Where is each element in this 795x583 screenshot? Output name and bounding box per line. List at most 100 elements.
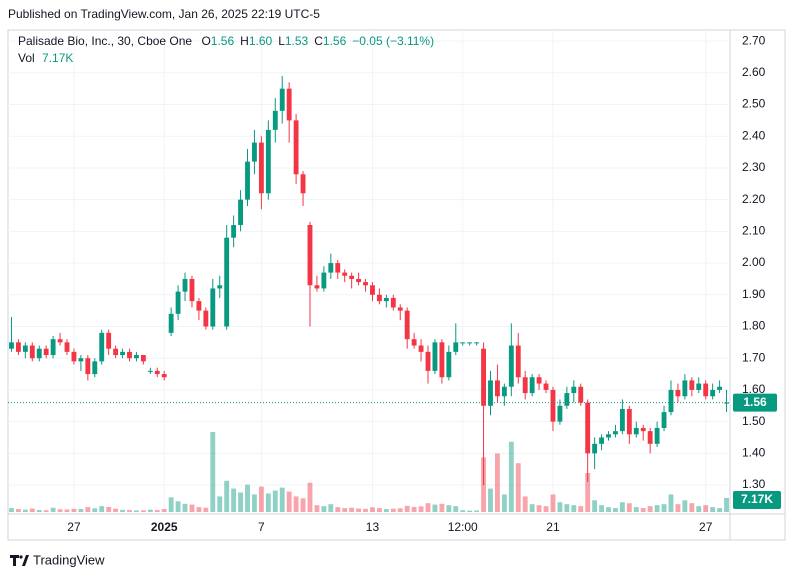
legend-line: Palisade Bio, Inc., 30, Cboe One O1.56 H1… [18,34,434,48]
volume-bar [495,453,500,512]
volume-bar [689,503,695,512]
candle-body [189,278,195,302]
candle-body [356,278,362,283]
candle-body [272,110,278,130]
y-tick-label: 1.30 [742,477,766,491]
volume-bar [265,493,271,512]
volume-bar [328,504,334,512]
candle-body [495,380,500,397]
volume-bar [64,509,70,512]
volume-bar [15,509,21,512]
y-tick-label: 2.40 [742,128,766,142]
candle-body [397,307,403,311]
volume-bar [453,506,459,512]
volume-bar [29,508,35,512]
x-tick-label: 2025 [151,520,178,534]
candle-body [36,348,42,359]
y-tick-label: 1.90 [742,287,766,301]
candle-body [425,351,431,371]
volume-bar [57,509,63,512]
x-tick-label: 21 [546,520,560,534]
candle-body [231,225,237,238]
candle-body [64,342,70,352]
candle-body [647,431,653,444]
candle-body [252,142,257,162]
volume-bar [522,496,528,512]
volume-bar [22,509,28,512]
candle-body [501,386,507,397]
volume-bar [182,503,188,512]
candle-body [15,342,21,352]
candle-body [682,380,688,397]
candle-body [689,380,695,390]
candle-body [661,412,667,428]
candle-body [578,386,584,403]
candle-body [245,161,250,200]
candle-body [196,301,202,311]
volume-bar [640,508,646,512]
candle-body [564,393,570,406]
volume-bar [99,506,105,512]
last-price-label: 1.56 [743,395,767,409]
candle-body [134,355,139,359]
vol-key: Vol [18,51,35,65]
brand: TradingView [33,552,105,567]
candle-body [675,389,681,397]
volume-bar [654,505,660,512]
grid [8,30,730,512]
candle-body [446,351,452,378]
candle-body [481,348,486,406]
volume-bar [460,510,466,512]
volume-bar [619,502,625,512]
published: Published on TradingView.com, Jan 26, 20… [8,7,320,21]
candle-body [557,405,563,422]
volume-bar [411,506,417,512]
volume-bar [439,503,445,512]
volume-bar [203,507,209,512]
volume-bar [564,504,570,512]
candle-body [279,88,285,111]
candle-body [29,345,35,359]
volume-bar [633,507,639,512]
axes: 1.30 1.40 1.50 1.60 1.70 1.80 1.90 2.00 2.10 2.20… [8,33,781,534]
candle-body [342,272,348,276]
candle-body [175,291,181,314]
volume-bar [120,509,125,512]
volume-bar [675,504,681,512]
volume-bar [217,496,223,512]
volume-bar [613,508,618,512]
symbol: Palisade Bio, Inc., 30, Cboe One [18,34,192,48]
candle-body [85,358,91,375]
volume-bar [147,509,153,512]
ohlc-key: C [314,34,323,48]
candle-body [515,345,521,378]
candle-body [474,342,480,344]
volume-bar [508,441,514,512]
volume-bar [682,500,688,512]
candle-body [571,386,577,394]
volume-bar [356,508,362,512]
candle-body [314,285,320,289]
ohlc-key: O [201,34,210,48]
volume-bar [474,510,480,512]
candle-body [106,332,112,349]
candle-body [592,443,598,454]
volume-bar [279,487,285,512]
x-tick-label: 13 [366,520,380,534]
volume-bar [113,508,119,512]
volume-bar [446,505,452,512]
candle-body [57,339,63,343]
brand-logo [10,555,29,566]
candle-body [22,345,28,352]
candle-body [585,402,591,454]
candle-body [453,342,459,352]
volume-bar [529,504,535,512]
chart-frame [7,29,786,541]
volume-bar [543,506,549,512]
volume-bar [168,497,174,512]
volume-bar [557,502,563,512]
volume-bar [196,507,202,512]
candle-body [418,345,424,352]
volume-bar [626,503,632,512]
volume-bar [307,482,313,512]
